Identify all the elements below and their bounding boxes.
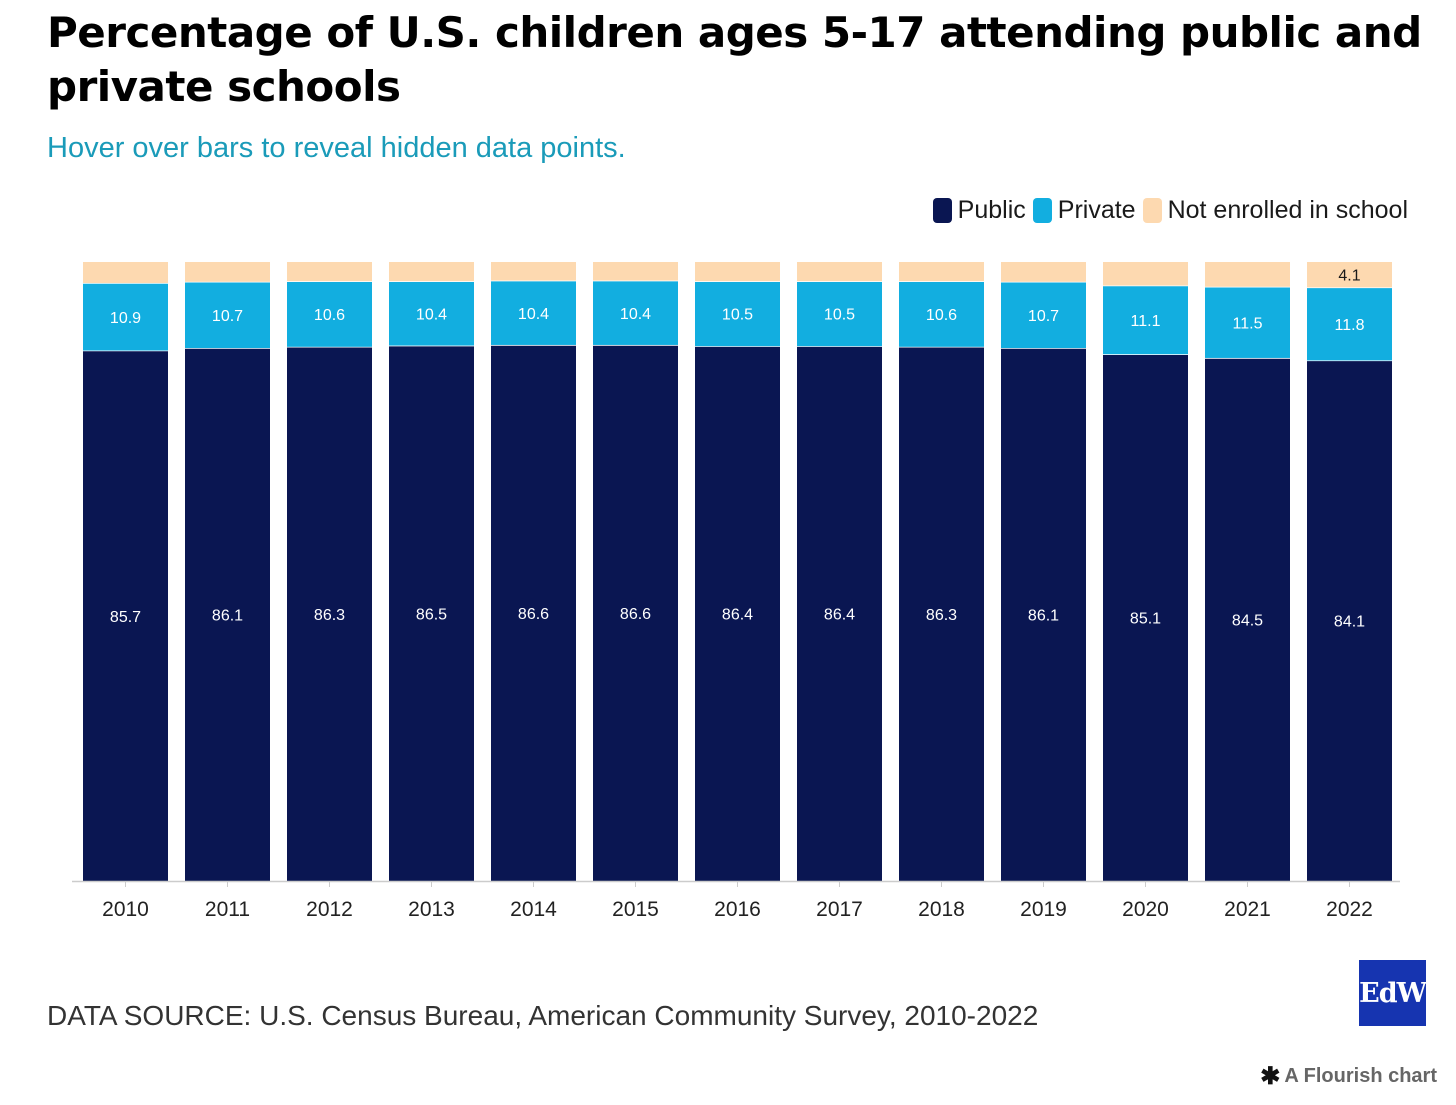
bar-segment-not-enrolled-in-school[interactable] [185,262,270,282]
bar-segment-private[interactable] [593,280,678,345]
bar-segment-public[interactable] [1103,354,1188,881]
legend-label-private: Private [1057,196,1136,224]
chart-subtitle: Hover over bars to reveal hidden data po… [47,132,626,164]
data-source-note: DATA SOURCE: U.S. Census Bureau, America… [47,1000,1039,1031]
data-label: 86.1 [1028,608,1059,625]
bar-segment-public[interactable] [1307,360,1392,881]
bar-segment-public[interactable] [1205,357,1290,881]
data-label: 86.3 [314,607,345,624]
data-label: 10.5 [722,307,753,324]
data-label: 10.4 [620,306,651,323]
data-label: 10.4 [416,306,447,323]
bar-segment-private[interactable] [1001,281,1086,349]
data-label: 11.1 [1131,313,1161,330]
data-label: 86.6 [518,606,549,623]
bar-segment-private[interactable] [1205,286,1290,358]
bar-segment-private[interactable] [185,281,270,349]
legend-label-not-enrolled: Not enrolled in school [1167,196,1408,224]
bar-segment-public[interactable] [899,346,984,882]
data-label: 86.4 [824,607,855,624]
edw-logo[interactable]: EdW [1359,960,1427,1026]
x-tick-label: 2021 [1224,898,1271,921]
bar-segment-public[interactable] [389,345,474,881]
x-tick-label: 2018 [918,898,965,921]
x-tick-label: 2020 [1122,898,1169,921]
bar-segment-not-enrolled-in-school[interactable] [389,262,474,282]
x-tick-label: 2015 [612,898,659,921]
bar-segment-private[interactable] [797,281,882,347]
x-tick-label: 2014 [510,898,557,921]
bar-segment-public[interactable] [185,348,270,881]
x-tick-label: 2016 [714,898,761,921]
data-label: 84.5 [1232,612,1263,629]
data-label: 85.1 [1130,611,1161,628]
legend-swatch-not-enrolled [1142,198,1162,223]
data-label: 10.9 [110,310,141,327]
data-label: 10.4 [518,306,549,323]
bar-segment-not-enrolled-in-school[interactable] [83,262,168,284]
bar-segment-private[interactable] [83,283,168,351]
data-label: 10.5 [824,307,855,324]
data-label: 86.1 [212,608,243,625]
data-label: 4.1 [1338,268,1360,285]
data-label: 10.7 [1028,308,1059,325]
chart-title: Percentage of U.S. children ages 5-17 at… [47,8,1422,111]
bar-segment-not-enrolled-in-school[interactable] [287,262,372,282]
legend-item-public[interactable]: Public [932,196,1026,225]
x-tick-label: 2022 [1326,898,1373,921]
stacked-bar-chart: 85.7 10.9 2010 86.1 10.7 2011 86.3 10.6 2012 86.5… [72,262,1400,921]
x-tick-label: 2017 [816,898,863,921]
bar-segment-private[interactable] [287,281,372,347]
x-tick-label: 2010 [102,898,149,921]
data-label: 10.6 [314,307,345,324]
bar-segment-public[interactable] [491,344,576,881]
legend-swatch-public [932,198,952,223]
legend-item-private[interactable]: Private [1032,196,1136,225]
bar-segment-public[interactable] [695,346,780,882]
data-label: 11.8 [1335,317,1365,334]
legend-label-public: Public [957,196,1026,224]
flourish-credit-link[interactable]: ✱ A Flourish chart [1260,1062,1437,1091]
data-label: 86.3 [926,607,957,624]
bar-segment-private[interactable] [1103,285,1188,355]
data-label: 85.7 [110,609,141,626]
bar-segment-public[interactable] [797,346,882,882]
data-label: 10.6 [926,307,957,324]
bar-segment-not-enrolled-in-school[interactable] [1205,262,1290,287]
data-label: 84.1 [1334,614,1365,631]
bar-segment-not-enrolled-in-school[interactable] [797,262,882,282]
x-tick-label: 2012 [306,898,353,921]
bar-segment-private[interactable] [1307,287,1392,361]
data-label: 11.5 [1233,315,1263,332]
bar-segment-public[interactable] [83,350,168,882]
bar-segment-public[interactable] [593,344,678,881]
x-tick-label: 2013 [408,898,455,921]
x-tick-label: 2011 [205,898,250,921]
bar-segment-not-enrolled-in-school[interactable] [1103,262,1188,286]
legend-swatch-private [1032,198,1052,223]
bar-segment-not-enrolled-in-school[interactable] [1001,262,1086,282]
bar-segment-public[interactable] [287,346,372,882]
legend: Public Private Not enrolled in school [926,196,1408,225]
bar-segment-private[interactable] [695,281,780,347]
x-tick-label: 2019 [1020,898,1067,921]
legend-item-not-enrolled[interactable]: Not enrolled in school [1142,196,1408,225]
data-label: 86.4 [722,607,753,624]
data-label: 86.5 [416,606,447,623]
bar-segment-not-enrolled-in-school[interactable] [491,262,576,281]
bar-segment-not-enrolled-in-school[interactable] [1307,262,1392,288]
bar-segment-not-enrolled-in-school[interactable] [593,262,678,281]
flourish-credit-text: A Flourish chart [1284,1065,1437,1087]
data-label: 86.6 [620,606,651,623]
bar-segment-not-enrolled-in-school[interactable] [695,262,780,282]
data-label: 10.7 [212,308,243,325]
bar-segment-private[interactable] [899,281,984,347]
bar-segment-not-enrolled-in-school[interactable] [899,262,984,282]
bar-segment-private[interactable] [491,280,576,345]
asterisk-icon: ✱ [1260,1063,1281,1090]
bar-segment-public[interactable] [1001,348,1086,881]
bar-segment-private[interactable] [389,281,474,346]
